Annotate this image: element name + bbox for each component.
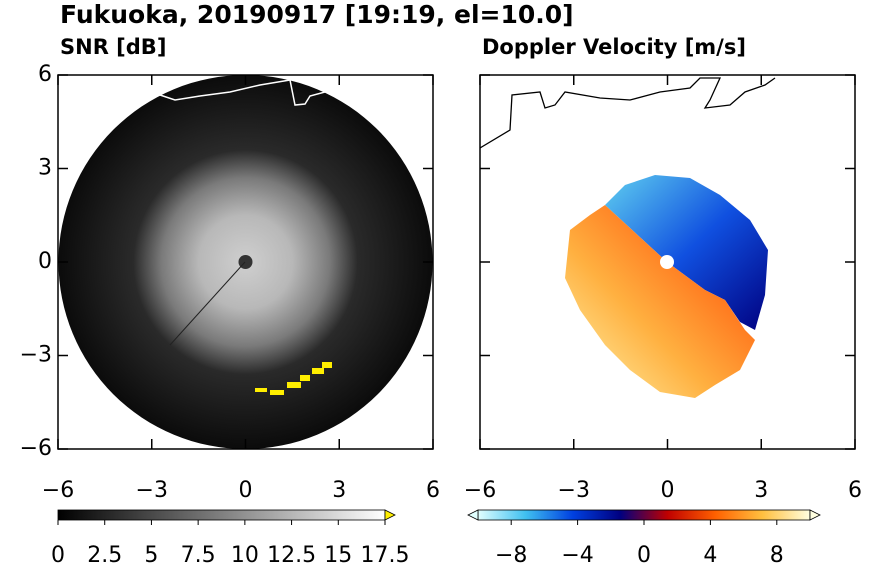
x-tick-label: 3 [754, 478, 768, 503]
colorbar-extension [384, 509, 396, 521]
x-tick-label: 3 [332, 478, 346, 503]
panel-title: SNR [dB] [60, 35, 166, 59]
x-tick-label: −6 [464, 478, 496, 503]
x-tick-label: 6 [848, 478, 862, 503]
colorbar-extension [809, 509, 821, 521]
x-tick-label: 0 [239, 478, 253, 503]
y-tick-label: 6 [38, 62, 52, 87]
colorbar-tick-label: 8 [770, 543, 784, 568]
colorbar-tick-label: 17.5 [361, 543, 410, 568]
colorbar-tick-label: 15 [324, 543, 352, 568]
figure-title: Fukuoka, 20190917 [19:19, el=10.0] [60, 0, 574, 29]
x-tick-label: 6 [426, 478, 440, 503]
y-tick-label: 3 [38, 156, 52, 181]
colorbar-tick-label: 7.5 [181, 543, 216, 568]
colorbar-tick-label: 0 [51, 543, 65, 568]
x-tick-label: −6 [42, 478, 74, 503]
y-tick-label: −6 [20, 436, 52, 461]
colorbar-extension [467, 509, 479, 521]
velocity-field [480, 77, 776, 398]
colorbar-tick-label: 12.5 [267, 543, 316, 568]
x-tick-label: −3 [136, 478, 168, 503]
x-tick-label: −3 [558, 478, 590, 503]
colorbar-tick-label: 4 [703, 543, 717, 568]
colorbar-tick-label: 5 [144, 543, 158, 568]
colorbar [57, 509, 386, 521]
colorbar-tick-label: 2.5 [87, 543, 122, 568]
x-tick-label: 0 [661, 478, 675, 503]
snr-field [58, 75, 433, 449]
colorbar-tick-label: −4 [561, 543, 593, 568]
colorbar-tick-label: −8 [495, 543, 527, 568]
y-tick-label: −3 [20, 343, 52, 368]
y-tick-label: 0 [38, 249, 52, 274]
colorbar-tick-label: 10 [231, 543, 259, 568]
panel-title: Doppler Velocity [m/s] [482, 35, 746, 59]
colorbar [477, 509, 811, 521]
colorbar-tick-label: 0 [637, 543, 651, 568]
